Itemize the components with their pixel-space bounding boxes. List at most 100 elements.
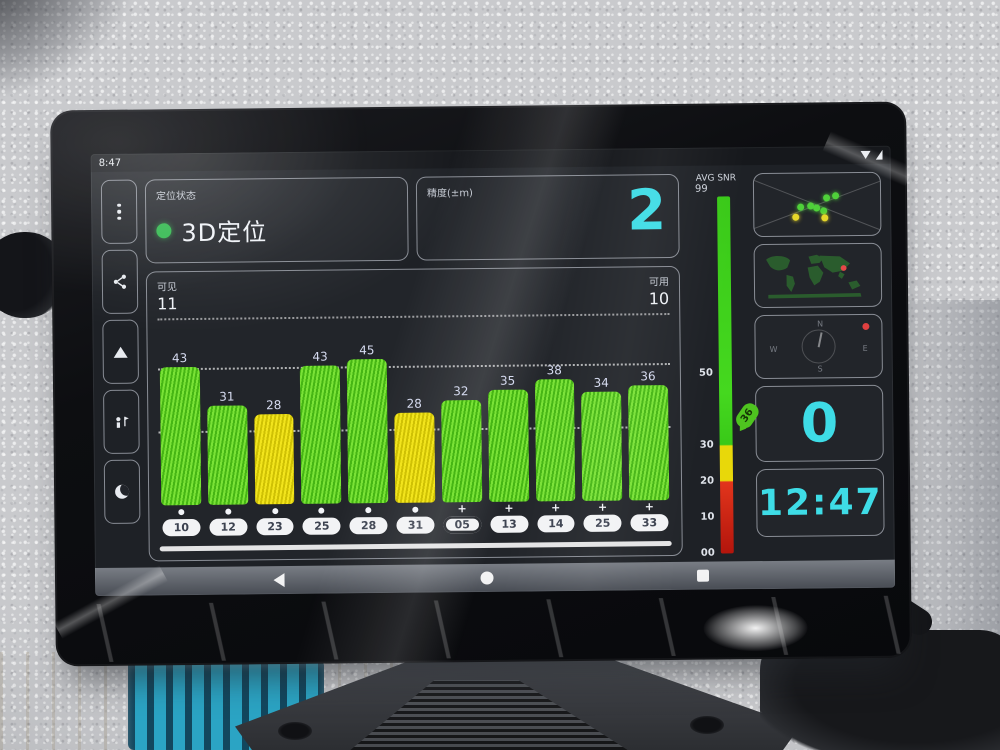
satellite-column: 28 23 (253, 344, 295, 536)
accuracy-value: 2 (626, 178, 667, 244)
fix-status-label: 定位状态 (155, 190, 197, 203)
sidebar-toolbar (100, 179, 141, 562)
clock-value: 12:47 (757, 481, 883, 524)
satellite-id-pill[interactable]: 33 (630, 514, 669, 532)
usable-label: 可用 (648, 277, 670, 289)
snr-bar (300, 365, 342, 504)
avg-snr-gauge: AVG SNR 99 36 50 30 20 10 00 (687, 173, 762, 559)
usable-count: 10 (648, 289, 670, 309)
constellation-plus-icon: + (457, 502, 467, 516)
snr-value: 43 (171, 351, 188, 366)
nav-home-button[interactable] (480, 571, 494, 585)
gauge-tick-label: 00 (700, 547, 715, 559)
fix-status-panel[interactable]: 定位状态 3D定位 (144, 176, 409, 264)
snr-value: 36 (640, 368, 656, 384)
satellite-column: 36 +33 (628, 340, 670, 532)
satellite-id-pill[interactable]: 13 (490, 515, 529, 533)
compass-red-dot (862, 322, 870, 331)
moon-icon (115, 484, 130, 499)
satellite-id-pill[interactable]: 28 (349, 516, 388, 535)
compass-w: W (769, 344, 778, 354)
compass-s: S (817, 364, 823, 374)
nav-back-button[interactable] (273, 573, 285, 588)
satellite-id-pill[interactable]: 14 (536, 515, 575, 533)
clock-panel[interactable]: 12:47 (755, 467, 885, 538)
constellation-plus-icon: + (644, 500, 655, 514)
sky-satellite-dot (832, 192, 840, 200)
gauge-tick-label: 20 (700, 475, 715, 487)
constellation-dot-icon (395, 502, 435, 515)
menu-button[interactable] (100, 179, 138, 244)
compass-panel[interactable]: N W S E (754, 313, 883, 380)
snr-value: 28 (406, 397, 422, 412)
snr-value: 34 (593, 375, 609, 391)
gauge-tick-label: 50 (698, 367, 713, 379)
constellation-dot-icon (208, 504, 248, 517)
right-panel-column: N W S E 0 12:47 (752, 171, 885, 555)
snr-bar (581, 391, 623, 501)
satellite-column: 28 31 (394, 342, 436, 534)
snr-bar (394, 412, 436, 503)
satellite-column: 43 10 (159, 345, 202, 537)
night-mode-button[interactable] (103, 459, 141, 524)
satellite-button[interactable] (103, 389, 140, 454)
gauge-label: AVG SNR (695, 173, 737, 184)
snr-bar (534, 379, 576, 502)
constellation-plus-icon: + (504, 501, 514, 515)
speed-value: 0 (800, 391, 839, 455)
share-icon (113, 274, 127, 289)
gauge-top-value: 99 (694, 183, 708, 195)
constellation-dot-icon (302, 503, 342, 516)
share-button[interactable] (101, 249, 139, 314)
chart-scrollbar[interactable] (159, 541, 672, 552)
satellite-column: 38 +14 (534, 341, 576, 533)
world-map-panel[interactable] (753, 242, 883, 309)
gauge-bar: 36 50 30 20 10 00 (699, 196, 762, 559)
gps-app: 定位状态 3D定位 精度(±m) 2 可见 (91, 164, 895, 568)
satellites-panel[interactable]: 可见 11 可用 10 43 10 31 12 28 23 43 25 45 (145, 265, 683, 562)
snr-bar (628, 384, 670, 501)
dotted-separator (157, 313, 670, 321)
satellite-id-pill[interactable]: 12 (209, 518, 248, 536)
satellite-id-pill[interactable]: 05 (443, 516, 482, 534)
snr-value: 45 (359, 343, 375, 358)
stand-hole (690, 716, 724, 734)
compass-n: N (817, 319, 824, 329)
satellite-column: 43 25 (300, 343, 342, 535)
navigate-button[interactable] (102, 319, 139, 384)
constellation-dot-icon (348, 503, 388, 516)
constellation-dot-icon (161, 505, 201, 518)
gauge-marker-value: 36 (738, 407, 756, 426)
accuracy-panel[interactable]: 精度(±m) 2 (415, 173, 680, 261)
sky-satellite-dot (792, 213, 800, 221)
snr-bar (253, 414, 295, 505)
compass-e: E (862, 343, 868, 353)
satellite-id-pill[interactable]: 25 (302, 517, 341, 535)
speed-panel[interactable]: 0 (755, 384, 884, 463)
satellite-id-pill[interactable]: 23 (256, 517, 295, 536)
snr-bar (346, 358, 389, 504)
gauge-bar-fill (717, 196, 734, 554)
fix-status-dot (156, 223, 172, 239)
satellite-id-pill[interactable]: 31 (396, 516, 435, 534)
satellite-id-pill[interactable]: 25 (583, 514, 622, 532)
nav-recent-button[interactable] (696, 569, 710, 582)
sky-satellite-dot (821, 214, 829, 222)
snr-value: 31 (219, 389, 235, 404)
constellation-dot-icon (255, 504, 295, 517)
snr-value: 32 (453, 383, 469, 398)
gauge-tick-label: 30 (699, 439, 714, 451)
main-column: 定位状态 3D定位 精度(±m) 2 可见 (144, 173, 683, 562)
world-map (766, 254, 862, 299)
satellite-id-pill[interactable]: 10 (162, 518, 201, 537)
blue-ribbed-mat (128, 660, 324, 750)
light-reflection (703, 604, 808, 652)
stand-hole (278, 722, 312, 740)
visible-count: 11 (157, 294, 178, 314)
status-time: 8:47 (98, 157, 122, 169)
snr-bar (159, 367, 202, 506)
satellite-column: 35 +13 (487, 342, 529, 533)
constellation-plus-icon: + (551, 501, 561, 515)
snr-value: 38 (546, 363, 562, 378)
satellite-column: 31 12 (206, 344, 248, 536)
